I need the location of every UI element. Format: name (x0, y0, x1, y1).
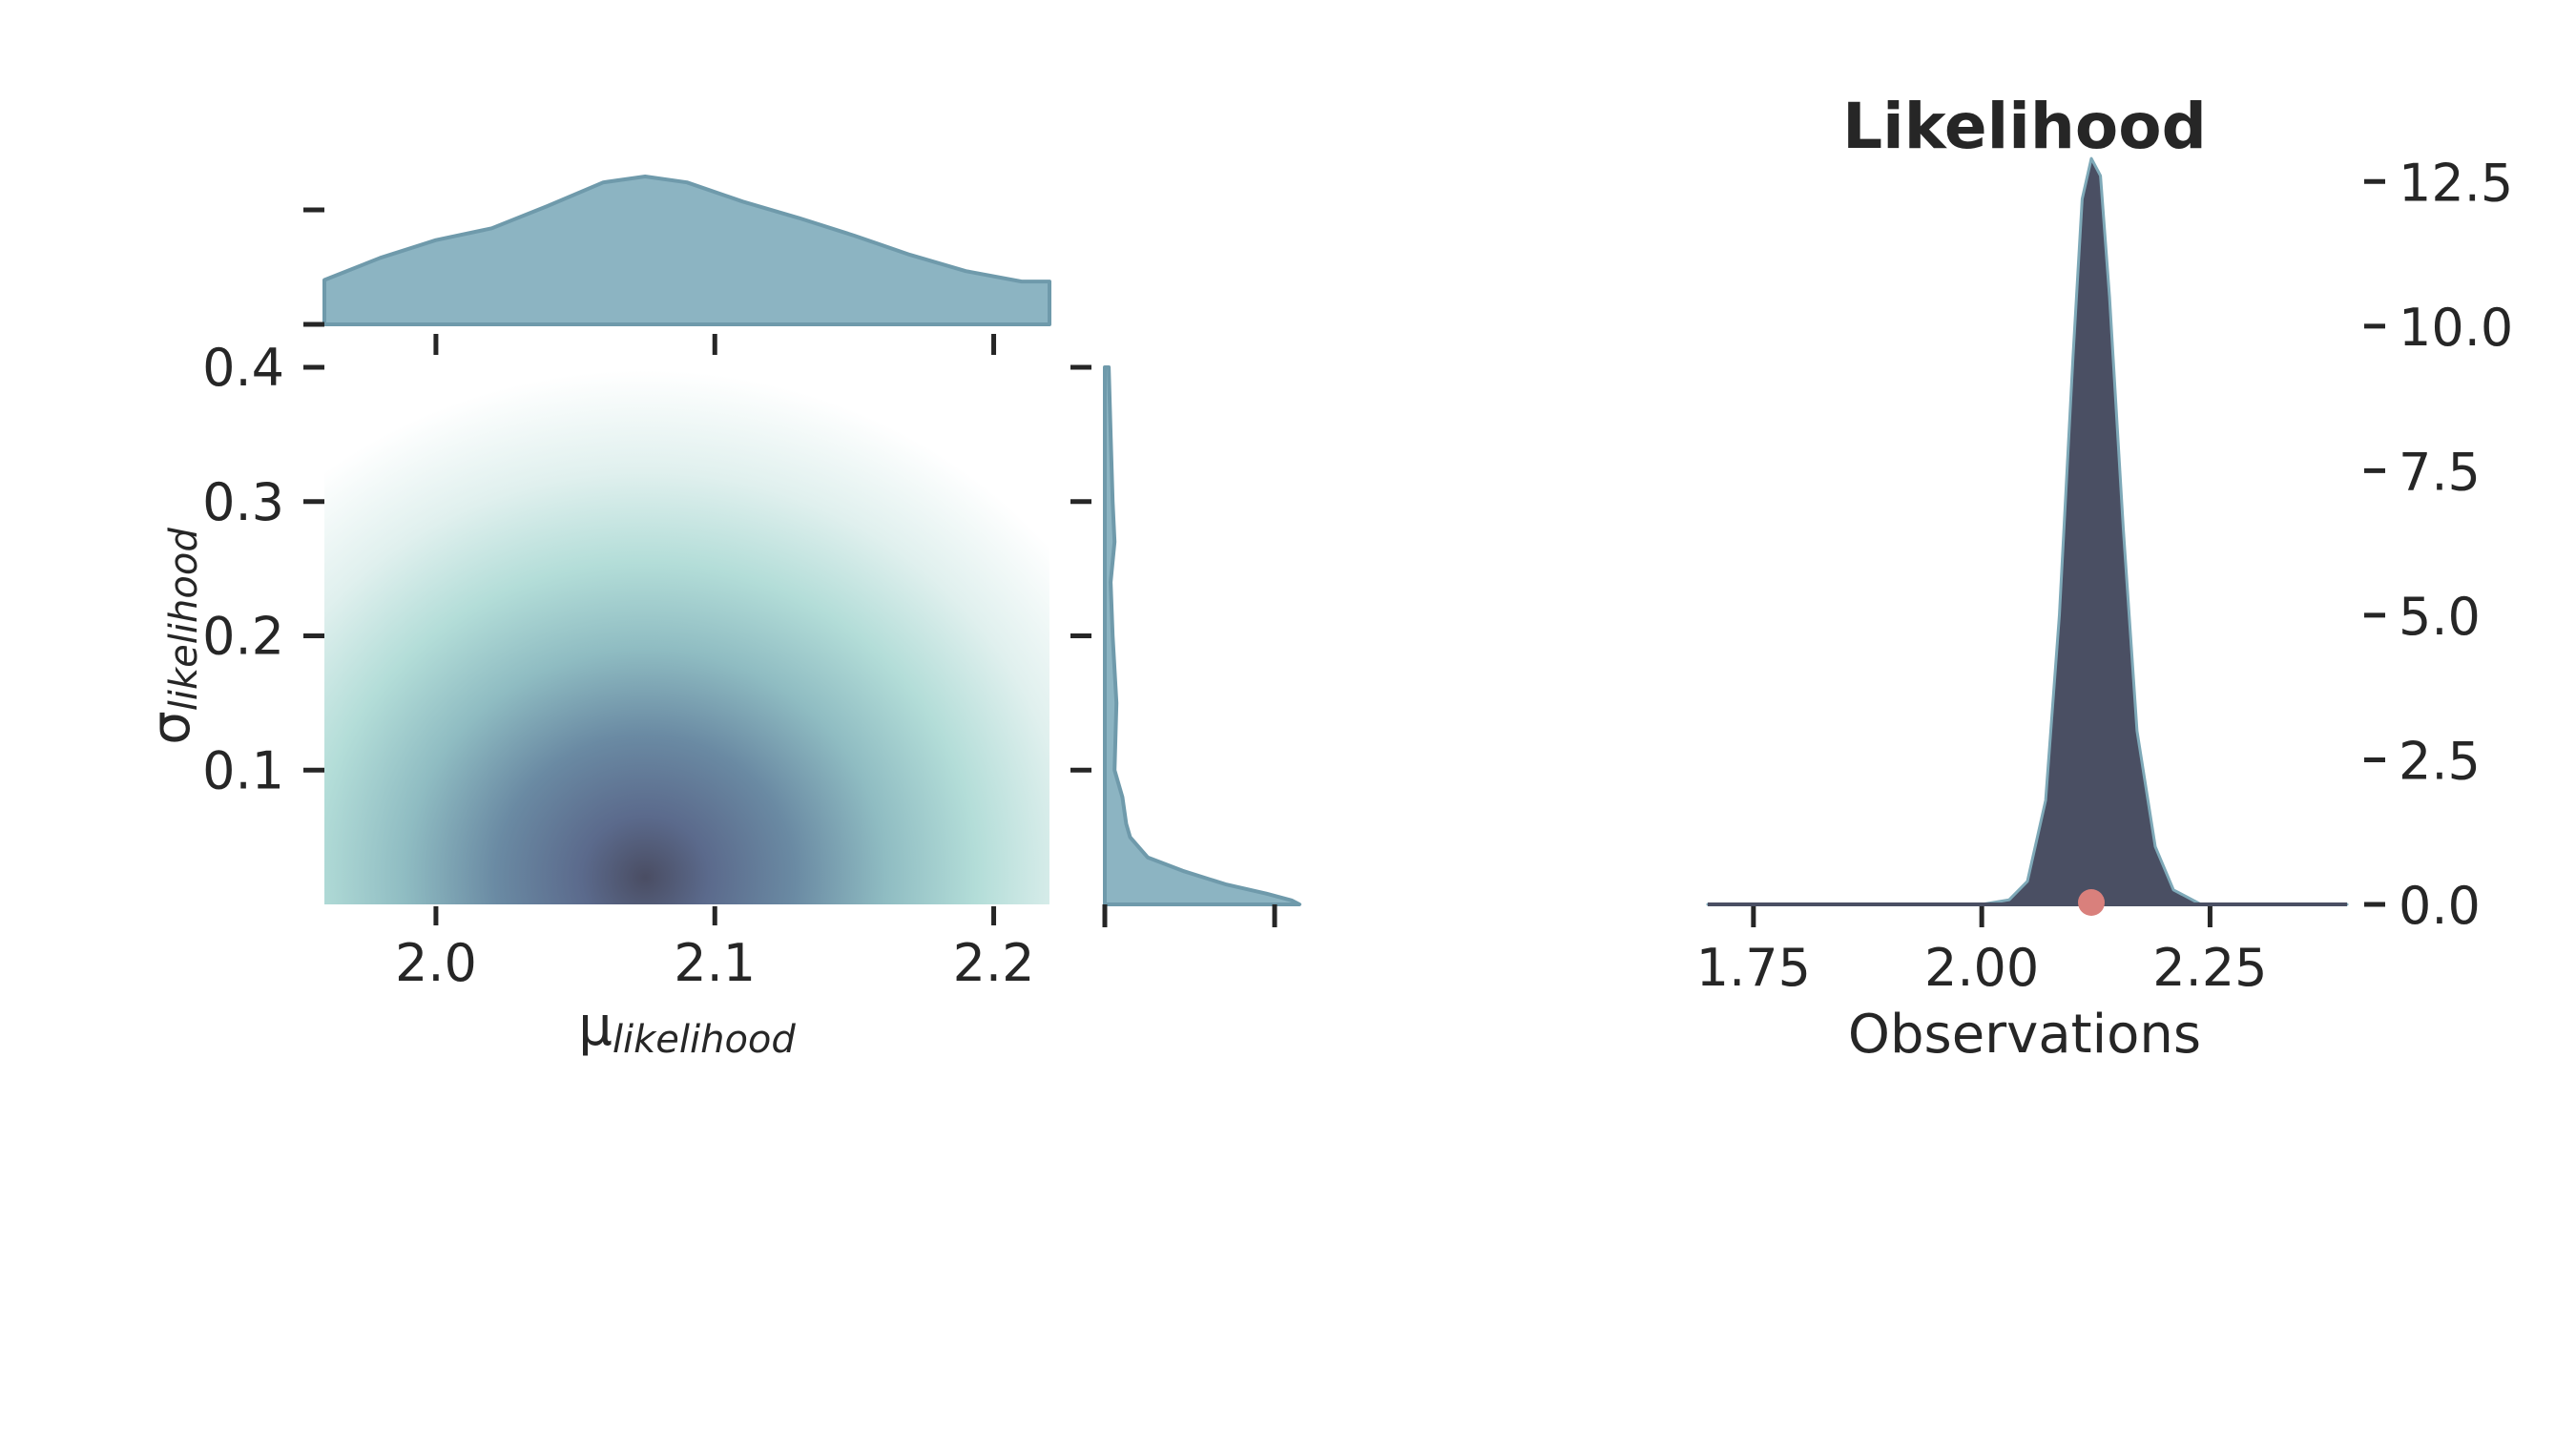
x-label-symbol: μ (578, 996, 613, 1058)
marginal-y-plot (1070, 364, 1301, 927)
likelihood-title: Likelihood (1842, 90, 2207, 163)
y-tick-label: 0.1 (202, 740, 284, 800)
x-label-subscript: likelihood (613, 1018, 797, 1062)
marginal-x-density (322, 175, 1051, 326)
marginal-y-ticks (1070, 364, 1278, 927)
marginal-x-ticks (303, 207, 997, 355)
y-tick-label: 0.2 (202, 607, 284, 667)
likelihood-x-tick-label: 1.75 (1696, 938, 1811, 998)
marginal-x-plot (303, 175, 1051, 355)
likelihood-x-label: Observations (1848, 1004, 2201, 1066)
kde-heatmap: 2.0 2.1 2.2 0.10.20.30.4 μlikelihood σlike… (140, 338, 1049, 1062)
likelihood-y-tick-label: 2.5 (2399, 731, 2481, 791)
likelihood-y-tick-label: 0.0 (2399, 876, 2481, 936)
heatmap-x-label: μlikelihood (578, 996, 796, 1062)
marginal-y-density (1103, 365, 1301, 906)
likelihood-y-tick-label: 7.5 (2399, 442, 2481, 502)
heatmap-y-label: σlikelihood (140, 528, 206, 745)
y-label-symbol: σ (140, 711, 202, 745)
likelihood-y-tick-label: 12.5 (2399, 153, 2513, 213)
likelihood-y-tick-label: 5.0 (2399, 587, 2481, 647)
heatmap-y-ticks: 0.1 0.2 0.3 0.4 (202, 338, 324, 800)
x-tick-label: 2.2 (953, 933, 1035, 993)
y-label-subscript: likelihood (162, 528, 206, 712)
likelihood-y-tick-label: 10.0 (2399, 298, 2513, 358)
likelihood-plot: Likelihood 1.75 2.00 2.25 0.0 2.5 5.0 7.5 10.0… (1696, 90, 2513, 1066)
y-tick-label: 0.4 (202, 338, 284, 398)
likelihood-x-ticks: 1.75 2.00 2.25 (1696, 906, 2268, 998)
joint-plot: 2.0 2.1 2.2 0.10.20.30.4 μlikelihood σlike… (140, 175, 1301, 1062)
observation-marker (2078, 889, 2105, 916)
likelihood-y-ticks: 0.0 2.5 5.0 7.5 10.0 12.5 (2364, 153, 2513, 936)
x-tick-label: 2.1 (674, 933, 756, 993)
likelihood-x-tick-label: 2.25 (2152, 938, 2267, 998)
heatmap-x-ticks: 2.0 2.1 2.2 (395, 906, 1035, 993)
likelihood-density-area (1706, 156, 2349, 906)
kde-density-area (324, 367, 1049, 904)
y-tick-label: 0.3 (202, 472, 284, 532)
likelihood-x-tick-label: 2.00 (1924, 938, 2039, 998)
x-tick-label: 2.0 (395, 933, 477, 993)
